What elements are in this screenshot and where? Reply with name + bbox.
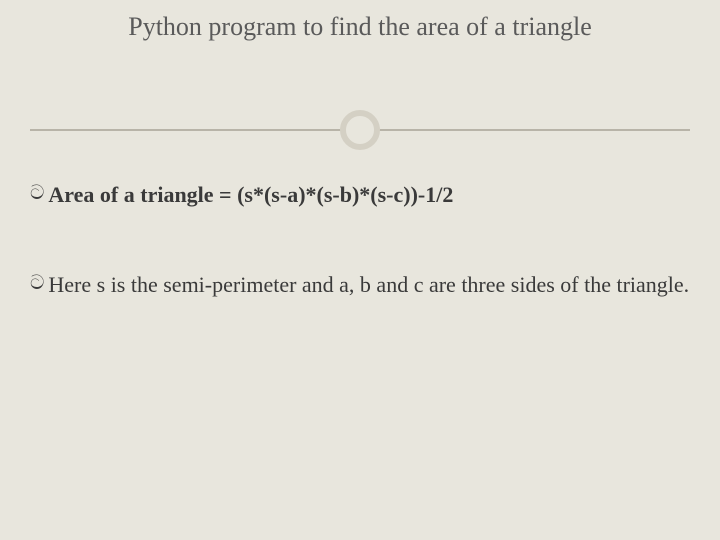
bullet-item: ට Here s is the semi-perimeter and a, b … — [30, 270, 690, 300]
content-area: ට Area of a triangle = (s*(s-a)*(s-b)*(s… — [30, 180, 690, 359]
divider-circle-icon — [340, 110, 380, 150]
slide: Python program to find the area of a tri… — [0, 0, 720, 540]
slide-title: Python program to find the area of a tri… — [30, 12, 690, 42]
bullet-text: Here s is the semi-perimeter and a, b an… — [48, 270, 690, 300]
title-divider — [30, 110, 690, 150]
bullet-icon: ට — [30, 180, 44, 207]
bullet-text: Area of a triangle = (s*(s-a)*(s-b)*(s-c… — [48, 180, 690, 210]
bullet-icon: ට — [30, 270, 44, 297]
bullet-item: ට Area of a triangle = (s*(s-a)*(s-b)*(s… — [30, 180, 690, 210]
